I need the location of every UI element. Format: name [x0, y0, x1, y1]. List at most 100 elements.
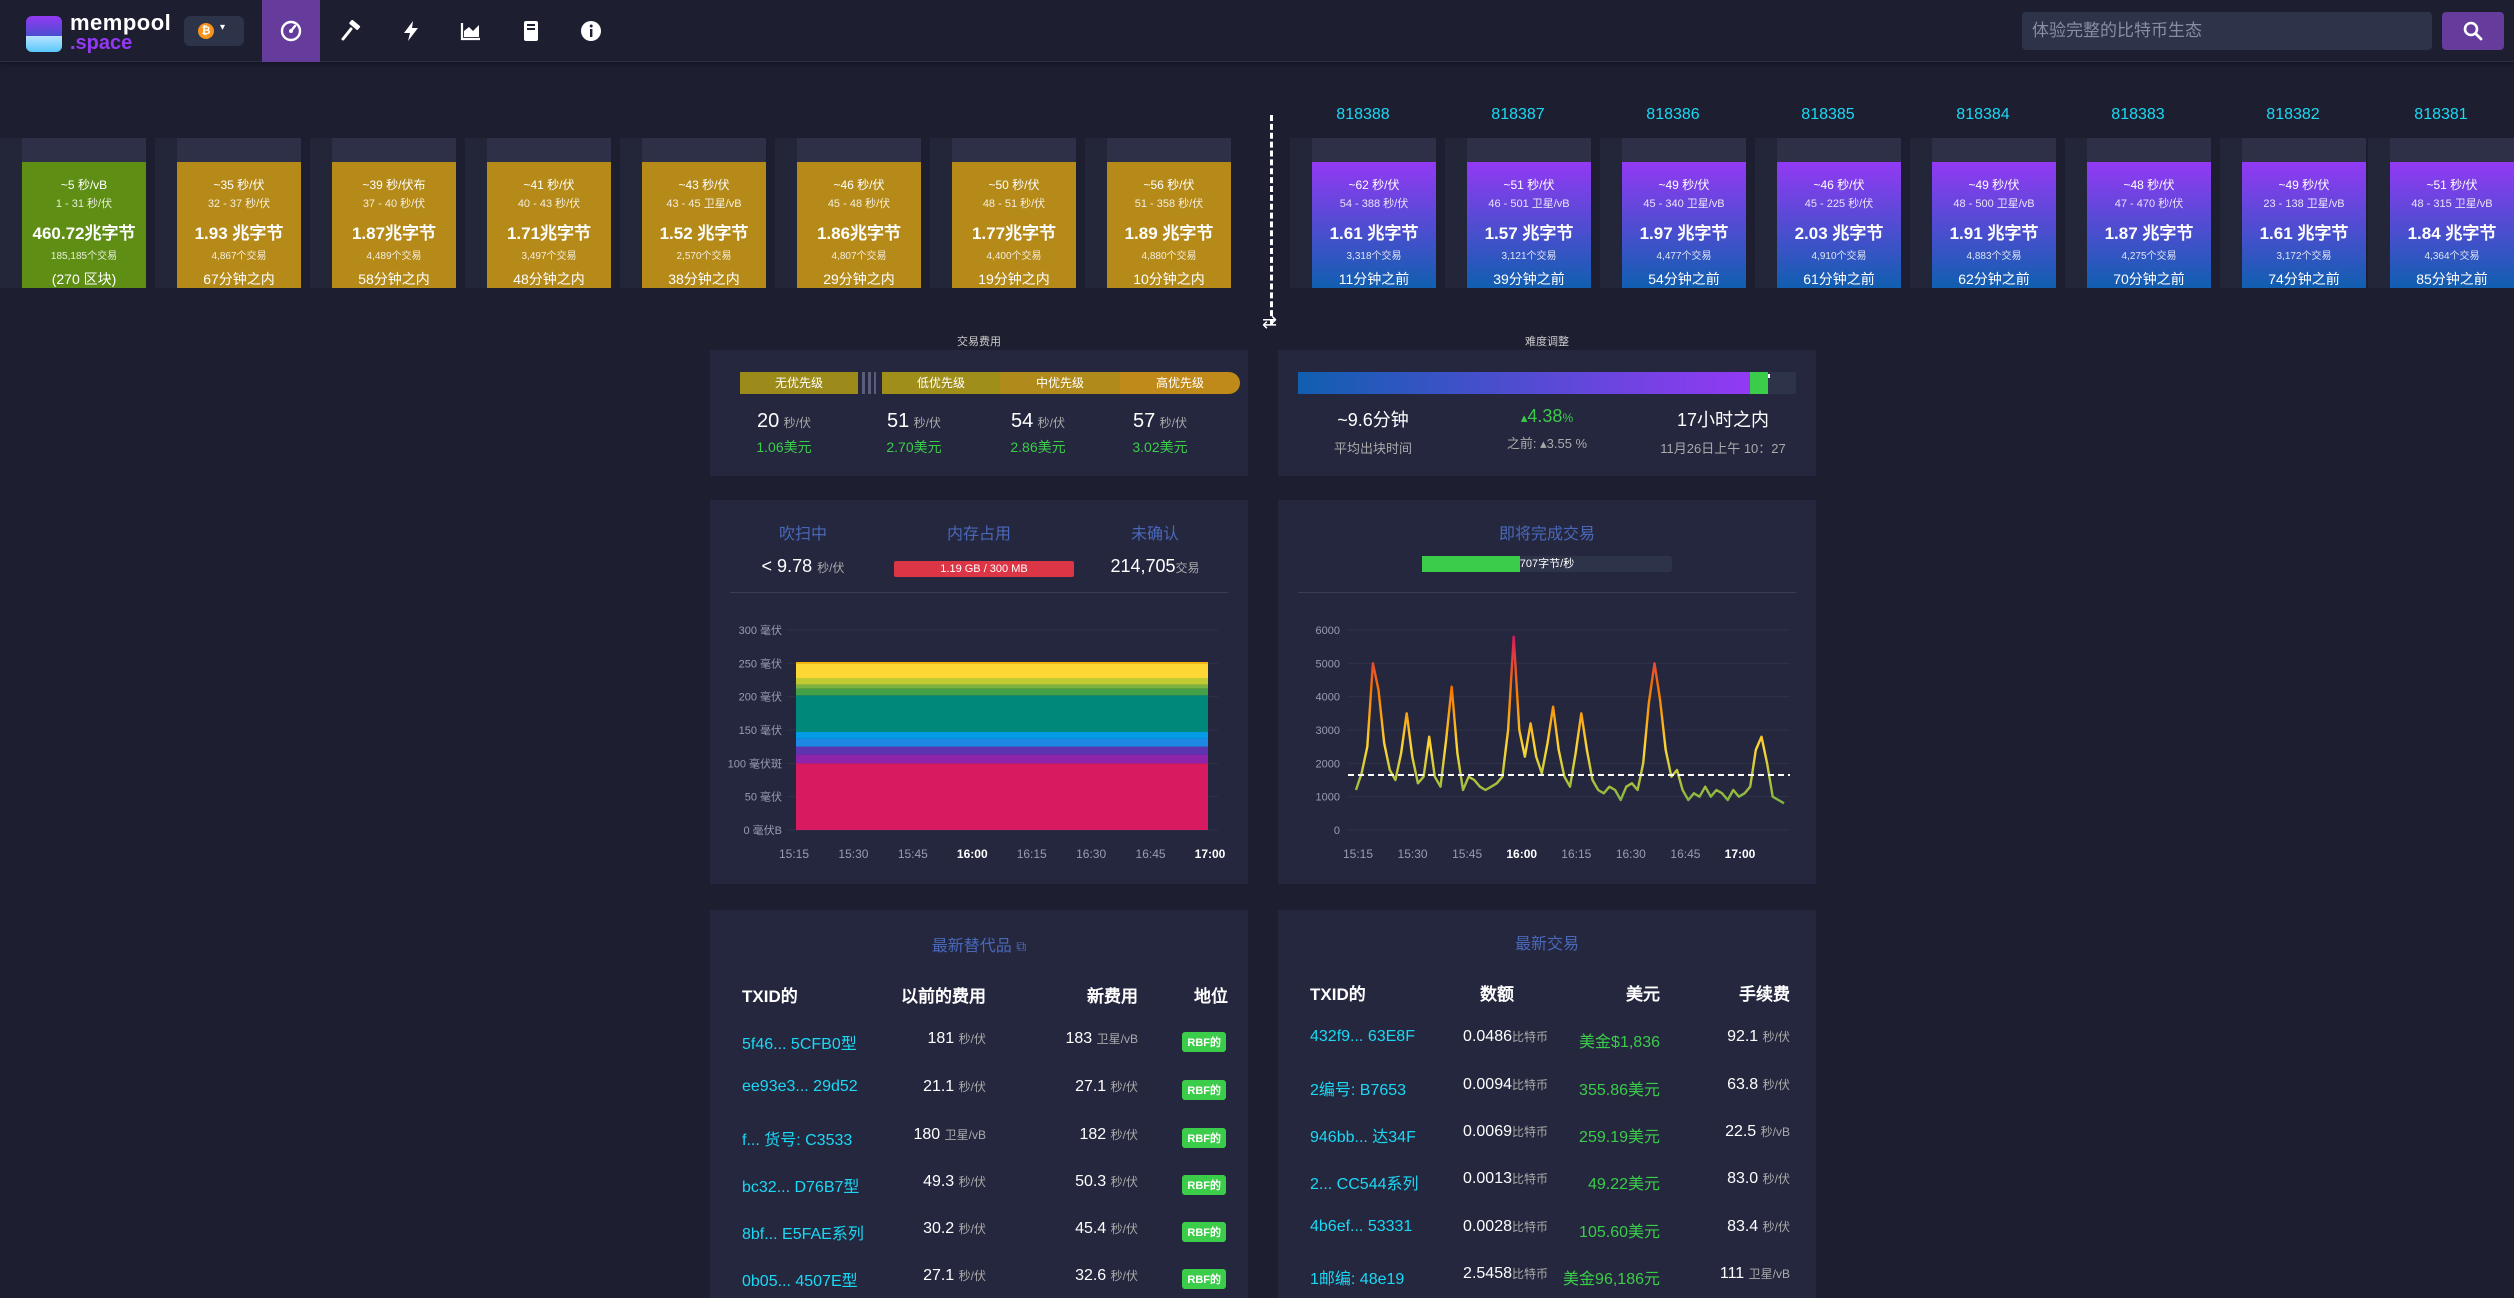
block-face: ~48 秒/伏 47 - 470 秒/伏 1.87 兆字节 4,275个交易 7… — [2087, 162, 2211, 288]
difficulty-eta: 17小时之内 11月26日上午 10：27 — [1660, 410, 1786, 456]
mined-block[interactable]: ~51 秒/伏 48 - 315 卫星/vB 1.84 兆字节 4,364个交易… — [2368, 138, 2514, 288]
txid-link[interactable]: ee93e3... 29d52 — [742, 1078, 858, 1095]
mempool-block[interactable]: ~46 秒/伏 45 - 48 秒/伏 1.86兆字节 4,807个交易 29分… — [775, 138, 921, 288]
area-series — [796, 688, 1208, 696]
nav-docs[interactable] — [502, 0, 560, 62]
difficulty-progress-bar — [1298, 372, 1796, 394]
block-height-link[interactable]: 818381 — [2414, 106, 2468, 123]
mempool-block[interactable]: ~43 秒/伏 43 - 45 卫星/vB 1.52 兆字节 2,570个交易 … — [620, 138, 766, 288]
nav-lightning[interactable] — [382, 0, 440, 62]
memory-usage-bar: 1.19 GB / 300 MB — [894, 561, 1074, 577]
y-tick-label: 1000 — [1316, 792, 1340, 804]
area-series — [796, 663, 1208, 678]
transactions-title: 最新交易 — [1514, 936, 1579, 953]
mined-block[interactable]: ~49 秒/伏 45 - 340 卫星/vB 1.97 兆字节 4,477个交易… — [1600, 138, 1746, 288]
mined-block[interactable]: ~49 秒/伏 23 - 138 卫星/vB 1.61 兆字节 3,172个交易… — [2220, 138, 2366, 288]
nav-dashboard[interactable] — [262, 0, 320, 62]
up-arrow-icon: ▴ — [1520, 410, 1528, 425]
txid-link[interactable]: 4b6ef... 53331 — [1310, 1218, 1413, 1235]
mempool-block[interactable]: ~41 秒/伏 40 - 43 秒/伏 1.71兆字节 3,497个交易 48分… — [465, 138, 611, 288]
y-tick-label: 5000 — [1316, 658, 1340, 670]
incoming-tx-chart[interactable]: 0 1000 2000 3000 4000 5000 6000 15:15 15:30 15:45… — [1278, 600, 1816, 880]
nav-about[interactable] — [562, 0, 620, 62]
table-row: 2编号: B7653 0.0094比特币 355.86美元 63.8 秒/伏 — [1310, 1076, 1790, 1099]
progress-fill — [1298, 372, 1750, 394]
mempool-stats-card: 吹扫中 < 9.78 秒/伏 内存占用 1.19 GB / 300 MB 未确认… — [710, 500, 1248, 884]
block-height-link[interactable]: 818386 — [1646, 106, 1700, 123]
txid-link[interactable]: f... 货号: C3533 — [742, 1132, 853, 1149]
mined-block[interactable]: ~49 秒/伏 48 - 500 卫星/vB 1.91 兆字节 4,883个交易… — [1910, 138, 2056, 288]
purging-stat: 吹扫中 < 9.78 秒/伏 — [761, 526, 845, 576]
txid-link[interactable]: 432f9... 63E8F — [1310, 1028, 1415, 1045]
mempool-block[interactable]: ~50 秒/伏 48 - 51 秒/伏 1.77兆字节 4,400个交易 19分… — [930, 138, 1076, 288]
y-tick-label: 300 毫伏 — [739, 623, 782, 637]
mined-block[interactable]: ~46 秒/伏 45 - 225 秒/伏 2.03 兆字节 4,910个交易 6… — [1755, 138, 1901, 288]
mempool-block[interactable]: ~39 秒/伏布 37 - 40 秒/伏 1.87兆字节 4,489个交易 58… — [310, 138, 456, 288]
chart-icon — [460, 23, 480, 41]
fee-label-high: 高优先级 — [1120, 372, 1240, 394]
block-face: ~49 秒/伏 45 - 340 卫星/vB 1.97 兆字节 4,477个交易… — [1622, 162, 1746, 288]
block-height-link[interactable]: 818387 — [1491, 106, 1545, 123]
mempool-block[interactable]: ~5 秒/vB 1 - 31 秒/伏 460.72兆字节 185,185个交易 … — [0, 138, 146, 288]
block-face: ~43 秒/伏 43 - 45 卫星/vB 1.52 兆字节 2,570个交易 … — [642, 162, 766, 288]
txid-link[interactable]: 2编号: B7653 — [1310, 1082, 1407, 1099]
top-navbar: mempool .space ₿ ▾ — [0, 0, 2514, 62]
network-selector-button[interactable]: ₿ ▾ — [184, 16, 244, 46]
memory-usage-stat: 内存占用 1.19 GB / 300 MB — [894, 520, 1074, 577]
txid-link[interactable]: 1邮编: 48e19 — [1310, 1271, 1405, 1288]
block-face: ~46 秒/伏 45 - 48 秒/伏 1.86兆字节 4,807个交易 29分… — [797, 162, 921, 288]
fee-label-medium: 中优先级 — [1000, 372, 1120, 394]
block-face: ~56 秒/伏 51 - 358 秒/伏 1.89 兆字节 4,880个交易 1… — [1107, 162, 1231, 288]
fees-card: 无优先级 低优先级 中优先级 高优先级 20 秒/伏 1.06美元 51 秒/伏… — [710, 350, 1248, 476]
txid-link[interactable]: 946bb... 达34F — [1310, 1129, 1416, 1146]
mempool-block[interactable]: ~56 秒/伏 51 - 358 秒/伏 1.89 兆字节 4,880个交易 1… — [1085, 138, 1231, 288]
x-tick-label: 15:45 — [898, 847, 928, 861]
y-tick-label: 6000 — [1316, 625, 1340, 637]
search-button[interactable] — [2442, 12, 2504, 50]
nav-mining[interactable] — [322, 0, 380, 62]
status-badge: RBF的 — [1182, 1222, 1226, 1242]
x-tick-label: 16:15 — [1017, 847, 1047, 861]
replacements-title[interactable]: 最新替代品 ⧉ — [931, 938, 1027, 955]
table-header: TXID的 以前的费用 新费用 地位 — [742, 987, 1228, 1006]
fee-low-priority: 51 秒/伏 2.70美元 — [886, 410, 942, 455]
x-tick-label: 17:00 — [1725, 847, 1756, 861]
mined-block[interactable]: ~51 秒/伏 46 - 501 卫星/vB 1.57 兆字节 3,121个交易… — [1445, 138, 1591, 288]
area-series — [796, 738, 1208, 747]
mined-block[interactable]: ~48 秒/伏 47 - 470 秒/伏 1.87 兆字节 4,275个交易 7… — [2065, 138, 2211, 288]
x-tick-label: 16:30 — [1076, 847, 1106, 861]
area-series — [796, 695, 1208, 732]
swap-arrows-icon[interactable]: ⇄ — [1262, 312, 1278, 332]
txid-link[interactable]: 5f46... 5CFB0型 — [742, 1036, 857, 1053]
txid-link[interactable]: bc32... D76B7型 — [742, 1179, 860, 1196]
txid-link[interactable]: 8bf... E5FAE系列 — [742, 1226, 864, 1243]
area-series — [796, 763, 1208, 830]
block-height-link[interactable]: 818388 — [1336, 106, 1390, 123]
status-badge: RBF的 — [1182, 1128, 1226, 1148]
y-tick-label: 0 毫伏B — [743, 823, 782, 837]
txid-link[interactable]: 2... CC544系列 — [1310, 1176, 1419, 1193]
y-tick-label: 200 毫伏 — [739, 690, 782, 704]
block-height-link[interactable]: 818382 — [2266, 106, 2320, 123]
area-series — [796, 732, 1208, 739]
table-row: 4b6ef... 53331 0.0028比特币 105.60美元 83.4 秒… — [1310, 1218, 1790, 1241]
txid-link[interactable]: 0b05... 4507E型 — [742, 1273, 858, 1290]
x-tick-label: 15:15 — [779, 847, 809, 861]
mempool-block[interactable]: ~35 秒/伏 32 - 37 秒/伏 1.93 兆字节 4,867个交易 67… — [155, 138, 301, 288]
nav-graphs[interactable] — [442, 0, 500, 62]
block-height-link[interactable]: 818383 — [2111, 106, 2165, 123]
x-tick-label: 16:45 — [1136, 847, 1166, 861]
x-tick-label: 16:30 — [1616, 847, 1646, 861]
table-row: f... 货号: C3533 180 卫星/vB 182 秒/伏 RBF的 — [710, 1110, 1248, 1156]
x-tick-label: 15:30 — [1398, 847, 1428, 861]
block-face: ~35 秒/伏 32 - 37 秒/伏 1.93 兆字节 4,867个交易 67… — [177, 162, 301, 288]
status-badge: RBF的 — [1182, 1175, 1226, 1195]
y-tick-label: 50 毫伏 — [745, 790, 782, 804]
mempool-logo[interactable]: mempool .space — [26, 10, 176, 54]
search-input[interactable] — [2022, 12, 2432, 50]
block-height-link[interactable]: 818385 — [1801, 106, 1855, 123]
mempool-size-chart[interactable]: 0 毫伏B 50 毫伏 100 毫伏斑 150 毫伏 200 毫伏 250 毫伏 300 毫… — [710, 600, 1248, 880]
mined-block[interactable]: ~62 秒/伏 54 - 388 秒/伏 1.61 兆字节 3,318个交易 1… — [1290, 138, 1436, 288]
logo-text: mempool — [70, 10, 172, 35]
block-height-link[interactable]: 818384 — [1956, 106, 2010, 123]
